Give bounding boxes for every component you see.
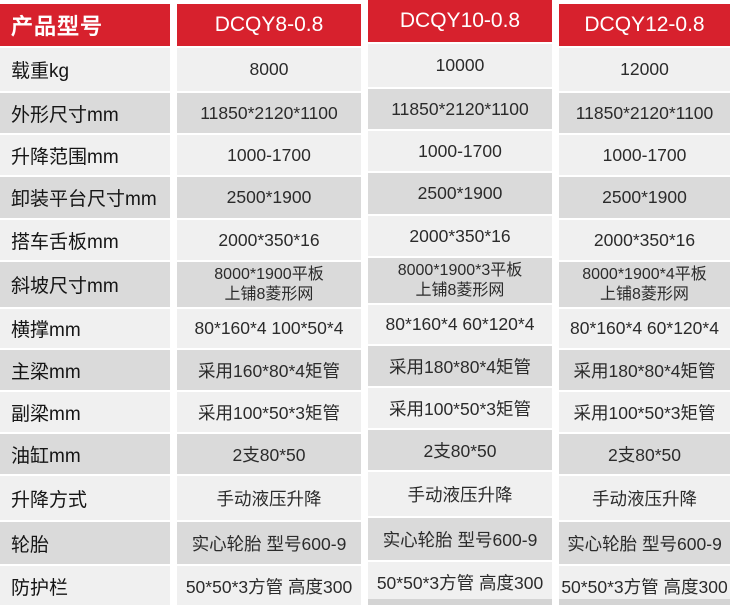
spec-value: 11850*2120*1100 [177,93,361,133]
spec-value: 2500*1900 [177,177,361,218]
spec-value: 手动液压升降 [559,476,730,520]
spec-value: 8000 [177,48,361,91]
spec-value: 2000*350*16 [368,216,552,256]
spec-value: 采用180*80*4矩管 [559,350,730,390]
spec-label: 卸装平台尺寸mm [0,177,170,218]
spec-value: 2支80*50 [368,430,552,470]
spec-value: 1000-1700 [559,135,730,175]
spec-value: 2支80*50 [559,434,730,474]
spec-label: 搭车舌板mm [0,220,170,260]
spec-label: 外形尺寸mm [0,93,170,133]
header-product-label: 产品型号 [0,4,170,46]
spec-value: 实心轮胎 型号600-9 [368,518,552,560]
spec-value: 2支80*50 [177,434,361,474]
spec-value: 50*50*3方管 高度300 [368,562,552,603]
header-model-3: DCQY12-0.8 [559,4,730,46]
header-model-1: DCQY8-0.8 [177,4,361,46]
spec-value: 采用100*50*3矩管 [559,392,730,432]
spec-value: 采用100*50*3矩管 [368,388,552,428]
spec-value: 2000*350*16 [177,220,361,260]
spec-label: 升降范围mm [0,135,170,175]
spec-value: 8000*1900*4平板 上铺8菱形网 [559,262,730,307]
spec-label: 防护栏 [0,566,170,605]
spec-value: 11850*2120*1100 [559,93,730,133]
spec-label: 轮胎 [0,522,170,564]
spec-value: 12000 [559,48,730,91]
spec-value: 手动液压升降 [177,476,361,520]
spec-value: 手动液压升降 [368,472,552,516]
spec-value: 50*50*3方管 高度300 [177,566,361,605]
spec-value: 1000-1700 [368,131,552,171]
spec-value: 实心轮胎 型号600-9 [559,522,730,564]
spec-value: 8000*1900*3平板 上铺8菱形网 [368,258,552,303]
spec-value: 采用160*80*4矩管 [177,350,361,390]
spec-value: 2500*1900 [559,177,730,218]
spec-value: 50*50*3方管 高度300 [559,566,730,605]
spec-value: 2000*350*16 [559,220,730,260]
spec-value: 80*160*4 60*120*4 [559,309,730,348]
spec-label: 载重kg [0,48,170,91]
spec-value: 11850*2120*1100 [368,89,552,129]
spec-value: 8000*1900平板 上铺8菱形网 [177,262,361,307]
spec-value: 1000-1700 [177,135,361,175]
spec-label: 副梁mm [0,392,170,432]
spec-label: 斜坡尺寸mm [0,262,170,307]
column-bottom-edge [368,599,552,605]
spec-value: 10000 [368,44,552,87]
header-model-2: DCQY10-0.8 [368,0,552,42]
spec-value: 2500*1900 [368,173,552,214]
spec-value: 80*160*4 60*120*4 [368,305,552,344]
spec-label: 升降方式 [0,476,170,520]
spec-value: 采用100*50*3矩管 [177,392,361,432]
spec-label: 油缸mm [0,434,170,474]
column-bottom-edge [559,599,730,605]
spec-value: 80*160*4 100*50*4 [177,309,361,348]
spec-label: 横撑mm [0,309,170,348]
spec-value: 实心轮胎 型号600-9 [177,522,361,564]
spec-label: 主梁mm [0,350,170,390]
spec-value: 采用180*80*4矩管 [368,346,552,386]
